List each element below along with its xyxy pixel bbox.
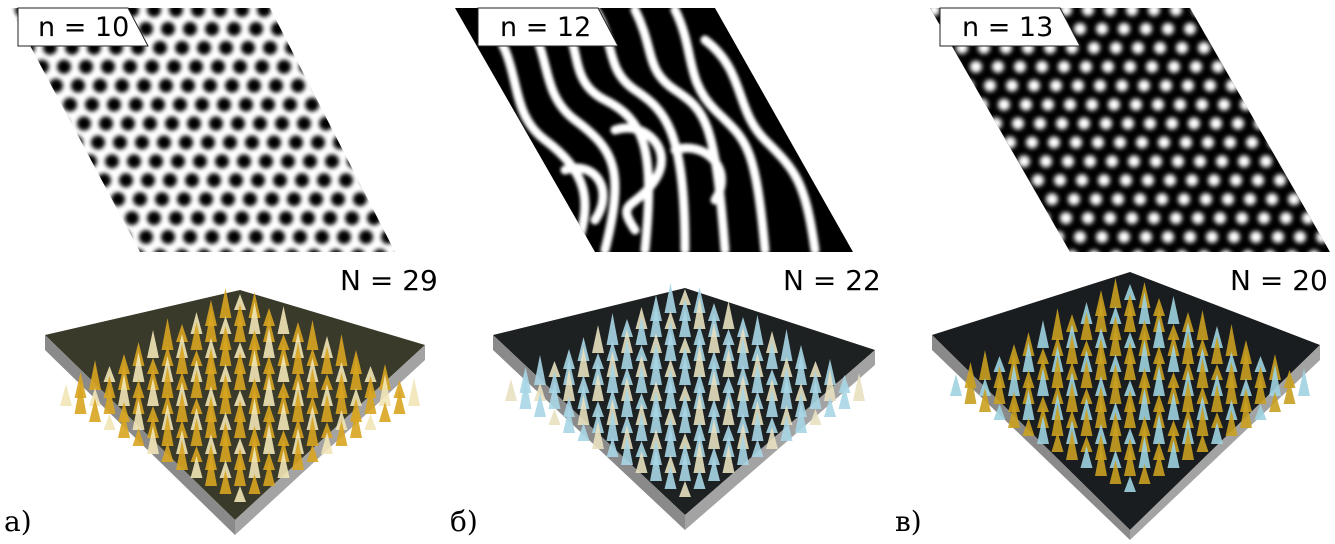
- N-label: N = 22: [783, 264, 881, 297]
- n-label: n = 10: [38, 12, 130, 43]
- surface-plot-b: [493, 283, 875, 530]
- surface-plot-c: [932, 272, 1320, 540]
- N-label: N = 29: [340, 264, 438, 297]
- label-box: [17, 7, 149, 47]
- label-box: [477, 7, 619, 47]
- n-label: n = 12: [500, 12, 592, 43]
- pattern-figure-c: [930, 7, 1330, 540]
- pattern-figure-a: [10, 7, 425, 535]
- pattern-figure-b: [455, 7, 875, 530]
- panel-label: а): [4, 505, 32, 538]
- n-label: n = 13: [962, 12, 1054, 43]
- panel-c: n = 13 N = 20 в): [890, 0, 1335, 544]
- panel-a: n = 10 N = 29 а): [0, 0, 445, 544]
- panel-label: в): [895, 505, 922, 538]
- panel-label: б): [450, 505, 478, 538]
- N-label: N = 20: [1230, 264, 1328, 297]
- surface-plot-a: [45, 288, 425, 535]
- label-box: [939, 7, 1081, 47]
- panel-b: n = 12 N = 22 б): [445, 0, 890, 544]
